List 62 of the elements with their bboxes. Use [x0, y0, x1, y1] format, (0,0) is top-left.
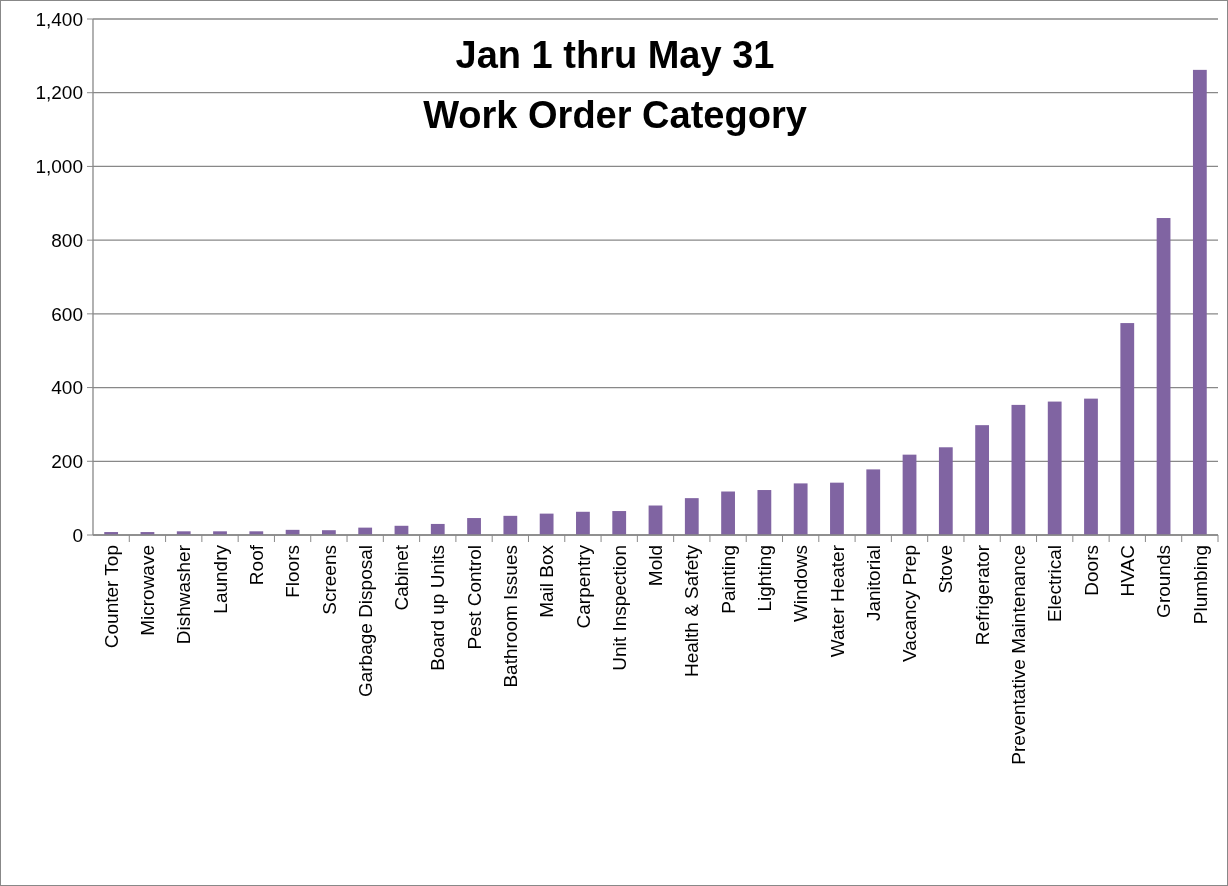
bar: [757, 490, 772, 535]
x-tick-label: Lighting: [754, 545, 776, 612]
x-tick-label: Water Heater: [826, 544, 848, 658]
x-tick-label: Windows: [790, 545, 812, 623]
y-tick-label: 1,200: [35, 82, 83, 104]
x-tick-label: Pest Control: [463, 545, 485, 650]
y-tick-label: 1,000: [35, 156, 83, 178]
bar: [1120, 323, 1135, 535]
chart-title: Jan 1 thru May 31: [455, 34, 775, 76]
x-tick-label: Garbage Disposal: [354, 545, 376, 698]
bar: [467, 518, 481, 535]
bar: [430, 523, 445, 535]
bar: [1047, 401, 1062, 535]
y-tick-label: 0: [72, 524, 83, 546]
x-tick-label: Counter Top: [100, 545, 122, 649]
bar: [830, 482, 844, 535]
bar: [793, 483, 808, 535]
x-tick-label: Cabinet: [391, 544, 413, 611]
x-tick-label: Grounds: [1153, 545, 1175, 618]
y-tick-label: 600: [51, 303, 83, 325]
bar: [503, 515, 518, 535]
bar: [721, 491, 735, 535]
x-tick-label: Electrical: [1044, 545, 1066, 623]
x-tick-label: Janitorial: [862, 545, 884, 622]
y-tick-label: 800: [51, 229, 83, 251]
bar: [539, 513, 554, 535]
x-tick-label: Painting: [717, 545, 739, 614]
x-tick-label: Dishwasher: [173, 544, 195, 645]
x-tick-label: Mold: [645, 545, 667, 587]
x-tick-label: Unit Inspection: [608, 545, 630, 671]
text: Work Order Category: [423, 94, 807, 136]
x-tick-label: Microwave: [137, 545, 159, 636]
x-tick-label: Roof: [245, 544, 267, 586]
bar: [938, 447, 953, 535]
x-tick-label: Stove: [935, 545, 957, 594]
y-tick-label: 200: [51, 450, 83, 472]
x-tick-label: Floors: [282, 545, 304, 598]
x-tick-label: Board up Units: [427, 545, 449, 671]
bar: [902, 454, 917, 535]
x-tick-label: Carpentry: [572, 544, 594, 629]
x-tick-label: Laundry: [209, 544, 231, 614]
x-tick-label: Mail Box: [536, 544, 558, 618]
x-tick-label: Doors: [1080, 545, 1102, 596]
x-tick-label: Bathroom Issues: [499, 545, 521, 688]
x-tick-label: Health & Safety: [681, 544, 703, 678]
bar: [1156, 218, 1171, 535]
y-tick-label: 400: [51, 377, 83, 399]
x-tick-label: Refrigerator: [971, 544, 993, 646]
x-tick-label: Vacancy Prep: [899, 545, 921, 662]
bar: [1192, 69, 1207, 535]
bar: [576, 511, 590, 535]
bar: [684, 498, 699, 535]
x-tick-label: Preventative Maintenance: [1008, 545, 1030, 765]
x-tick-label: Plumbing: [1189, 545, 1211, 625]
bar: [866, 469, 881, 535]
bar: [612, 511, 627, 535]
x-tick-label: HVAC: [1116, 545, 1138, 597]
y-tick-label: 1,400: [35, 8, 83, 30]
bar: [1084, 398, 1098, 535]
bar: [1011, 404, 1026, 535]
bar: [975, 425, 990, 535]
x-tick-label: Screens: [318, 545, 340, 615]
